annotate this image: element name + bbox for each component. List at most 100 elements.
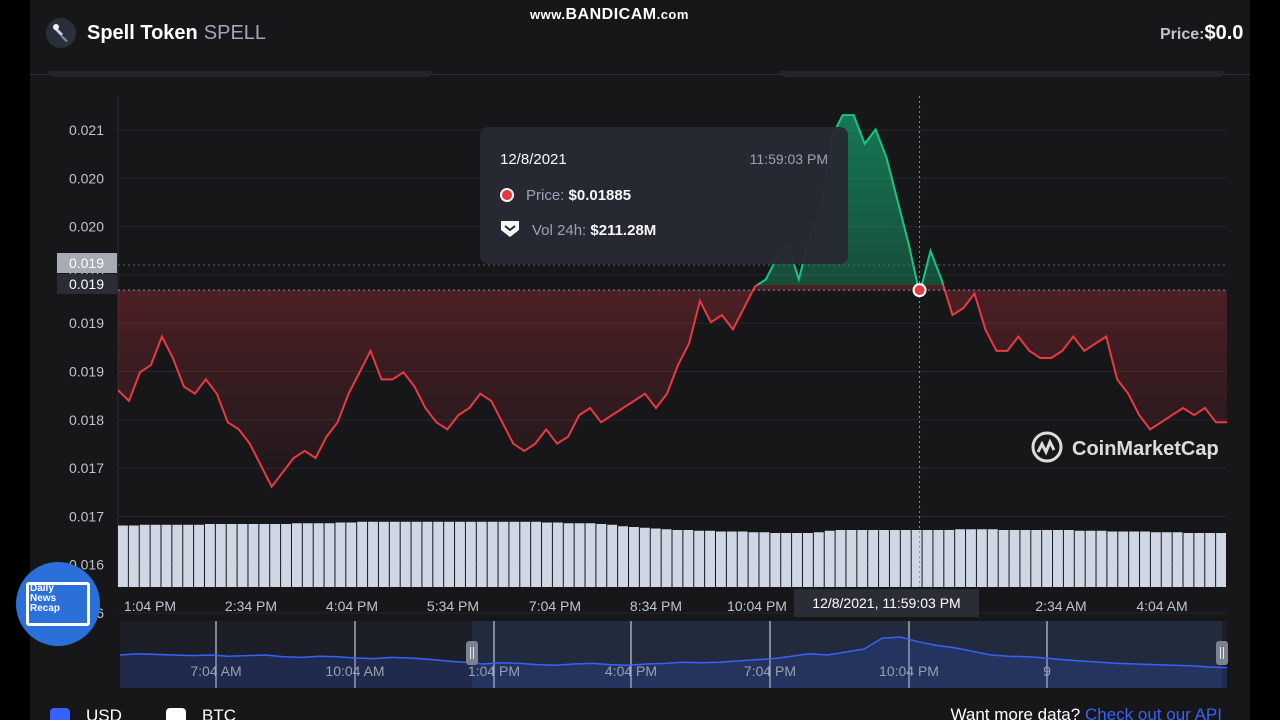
y-tick-label: 0.020: [69, 170, 104, 186]
token-symbol: SPELL: [203, 22, 267, 44]
volume-bar: [433, 521, 444, 587]
volume-bar: [400, 521, 411, 587]
hover-time-label: 12/8/2021, 11:59:03 PM: [794, 589, 979, 617]
volume-bar: [248, 524, 259, 587]
x-tick-label: 4:04 AM: [1136, 598, 1187, 614]
volume-bar: [1009, 530, 1020, 587]
volume-bar: [1107, 531, 1118, 587]
volume-bar: [1172, 532, 1183, 587]
volume-bar: [1074, 530, 1085, 587]
volume-bar: [1031, 530, 1042, 587]
x-tick-label: 5:34 PM: [427, 598, 479, 614]
volume-bar: [955, 529, 966, 587]
volume-bar: [1140, 531, 1150, 587]
volume-bar: [683, 530, 694, 587]
y-marker-box: [57, 274, 117, 294]
token-name: Spell Token: [87, 22, 198, 44]
volume-bar: [868, 530, 879, 587]
price-label: Price:: [1160, 26, 1205, 43]
chart-app: Spell Token SPELL Price:$0.0 0.021 0.020 0.…: [30, 0, 1250, 720]
volume-bar: [813, 532, 824, 587]
volume-bar: [694, 530, 705, 587]
volume-bar: [748, 532, 759, 587]
volume-bar: [781, 533, 792, 587]
volume-bar: [281, 524, 291, 587]
volume-bar: [922, 530, 933, 587]
volume-bar: [172, 524, 183, 587]
usd-label: USD: [86, 706, 122, 720]
volume-bar: [900, 530, 911, 587]
price-area-up: [757, 115, 944, 285]
volume-bar: [585, 523, 596, 587]
tooltip-time: 11:59:03 PM: [749, 151, 828, 167]
volume-bar: [422, 521, 433, 587]
x-tick-label: 2:34 AM: [1035, 598, 1086, 614]
volume-bar: [542, 522, 552, 587]
volume-bar: [291, 523, 302, 587]
price-line: [118, 96, 1227, 587]
y-tick-label: 0.017: [69, 508, 104, 524]
token-title: Spell Token SPELL: [87, 22, 266, 45]
tab-underline-left[interactable]: [48, 71, 433, 77]
volume-bar: [194, 524, 204, 587]
daily-news-recap-badge[interactable]: Daily News Recap: [16, 562, 100, 646]
volume-bars: [118, 521, 1226, 587]
volume-bar: [802, 533, 813, 587]
badge-line-3: Recap: [30, 603, 61, 614]
y-tick-label: 0.020: [69, 219, 104, 235]
volume-shield-icon: [501, 221, 519, 237]
btc-checkbox[interactable]: [166, 708, 186, 720]
usd-checkbox[interactable]: [50, 708, 70, 720]
tooltip-price-value: $0.01885: [568, 187, 632, 204]
volume-bar: [596, 524, 607, 587]
navigator-tick-label: 1:04 PM: [468, 663, 520, 679]
volume-bar: [879, 530, 889, 587]
volume-bar: [639, 527, 650, 587]
volume-bar: [1085, 530, 1096, 587]
api-link[interactable]: Check out our API: [1084, 705, 1222, 720]
volume-bar: [487, 521, 498, 587]
volume-bar: [1150, 532, 1161, 587]
tab-underline-right[interactable]: [780, 71, 1225, 77]
volume-bar: [226, 524, 237, 587]
y-tick-label: 0.019: [69, 364, 104, 380]
volume-bar: [889, 530, 900, 587]
x-tick-label: 10:04 PM: [727, 598, 787, 614]
volume-bar: [215, 524, 226, 587]
coinmarketcap-text: CoinMarketCap: [1072, 438, 1219, 460]
btc-label: BTC: [202, 706, 236, 720]
chart-tooltip: 12/8/2021 11:59:03 PM Price: $0.01885 Vo…: [480, 127, 848, 264]
volume-bar: [498, 521, 509, 587]
volume-bar: [792, 533, 802, 587]
volume-bar: [1042, 530, 1053, 587]
price-line-down: [118, 285, 1227, 489]
navigator-tick-label: 7:04 AM: [190, 663, 241, 679]
price-chart[interactable]: 0.021 0.020 0.020 0.019 0.019 0.019 0.018 0.017…: [30, 0, 1250, 720]
y-marker-box: [57, 253, 117, 273]
volume-bar: [324, 523, 335, 587]
navigator-tick-label: 10:04 PM: [879, 663, 939, 679]
navigator[interactable]: 7:04 AM 10:04 AM 1:04 PM 4:04 PM 7:04 PM 10:0…: [119, 621, 1228, 688]
volume-bar: [237, 524, 248, 587]
price-dot-icon: [500, 188, 514, 202]
volume-bar: [520, 521, 531, 587]
tooltip-price-label: Price:: [526, 187, 565, 204]
x-tick-label: 7:04 PM: [529, 598, 581, 614]
volume-bar: [770, 533, 781, 587]
navigator-handle[interactable]: [1216, 641, 1228, 665]
volume-bar: [618, 526, 629, 587]
volume-bar: [759, 532, 770, 587]
volume-bar: [661, 529, 672, 587]
volume-bar: [607, 524, 618, 587]
volume-bar: [944, 530, 955, 587]
volume-bar: [346, 522, 357, 587]
volume-bar: [1194, 533, 1205, 587]
volume-bar: [444, 521, 455, 587]
price-area: [118, 115, 1227, 487]
volume-bar: [552, 522, 563, 587]
volume-bar: [1129, 531, 1140, 587]
volume-bar: [411, 521, 422, 587]
volume-bar: [705, 530, 715, 587]
volume-bar: [118, 525, 128, 587]
navigator-handle[interactable]: [466, 641, 478, 665]
